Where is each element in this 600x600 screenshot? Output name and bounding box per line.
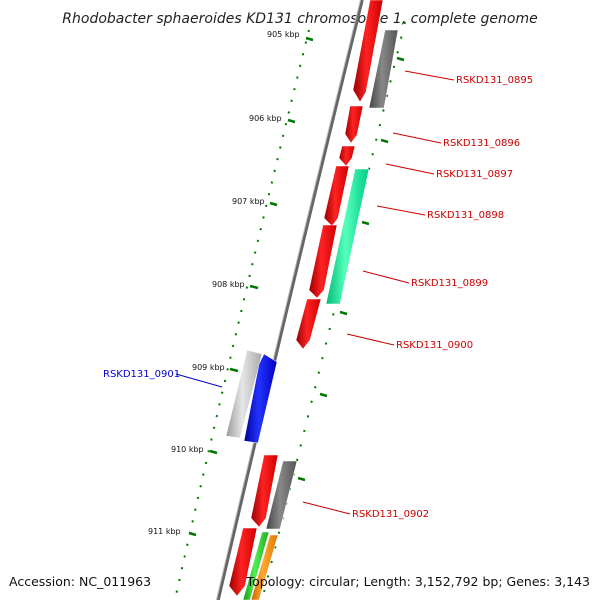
gene-label-rskd131-0897[interactable]: RSKD131_0897 (436, 169, 513, 180)
gene-feature[interactable] (325, 168, 370, 305)
gene-label-rskd131-0895[interactable]: RSKD131_0895 (456, 75, 533, 86)
gene-feature[interactable] (344, 105, 364, 144)
gene-feature[interactable] (265, 460, 298, 530)
genome-backbone-highlight (216, 0, 361, 600)
gene-label-rskd131-0899[interactable]: RSKD131_0899 (411, 278, 488, 289)
gene-feature[interactable] (250, 534, 279, 600)
kbp-label: 911 kbp (148, 527, 181, 536)
genome-backbone (216, 0, 364, 600)
gene-feature[interactable] (308, 224, 338, 299)
outer-dotted-ring (175, 29, 310, 596)
gene-label-rskd131-0901[interactable]: RSKD131_0901 (103, 369, 180, 380)
gene-feature[interactable] (323, 165, 350, 227)
kbp-label: 908 kbp (212, 280, 245, 289)
label-leaders (175, 70, 455, 515)
gene-label-rskd131-0898[interactable]: RSKD131_0898 (427, 210, 504, 221)
gene-label-rskd131-0900[interactable]: RSKD131_0900 (396, 340, 473, 351)
kbp-label: 907 kbp (232, 197, 265, 206)
gene-label-rskd131-0902[interactable]: RSKD131_0902 (352, 509, 429, 520)
gene-feature[interactable] (242, 531, 270, 600)
topology-text: Topology: circular; Length: 3,152,792 bp… (246, 574, 590, 589)
kbp-label: 906 kbp (249, 114, 282, 123)
gene-feature[interactable] (368, 29, 399, 109)
gene-feature[interactable] (228, 527, 258, 597)
gene-labels: RSKD131_0895 RSKD131_0896 RSKD131_0897 R… (103, 75, 533, 520)
accession-text: Accession: NC_011963 (9, 574, 151, 589)
gene-feature[interactable] (250, 454, 279, 528)
map-title: Rhodobacter sphaeroides KD131 chromosome… (62, 11, 537, 27)
gene-feature[interactable] (338, 145, 356, 167)
gene-feature[interactable] (243, 353, 278, 444)
gene-label-rskd131-0896[interactable]: RSKD131_0896 (443, 138, 520, 149)
inner-ring-ticks (297, 56, 405, 482)
kbp-label: 905 kbp (267, 30, 300, 39)
kbp-label: 909 kbp (192, 363, 225, 372)
reverse-strand-features (225, 349, 278, 444)
kbp-label: 910 kbp (171, 445, 204, 454)
forward-strand-features (228, 0, 399, 600)
gene-feature[interactable] (295, 298, 322, 350)
kbp-ticks (188, 36, 314, 537)
gene-feature[interactable] (352, 0, 384, 103)
gene-feature[interactable] (225, 349, 263, 439)
kbp-labels: 905 kbp 906 kbp 907 kbp 908 kbp 909 kbp … (148, 30, 300, 536)
